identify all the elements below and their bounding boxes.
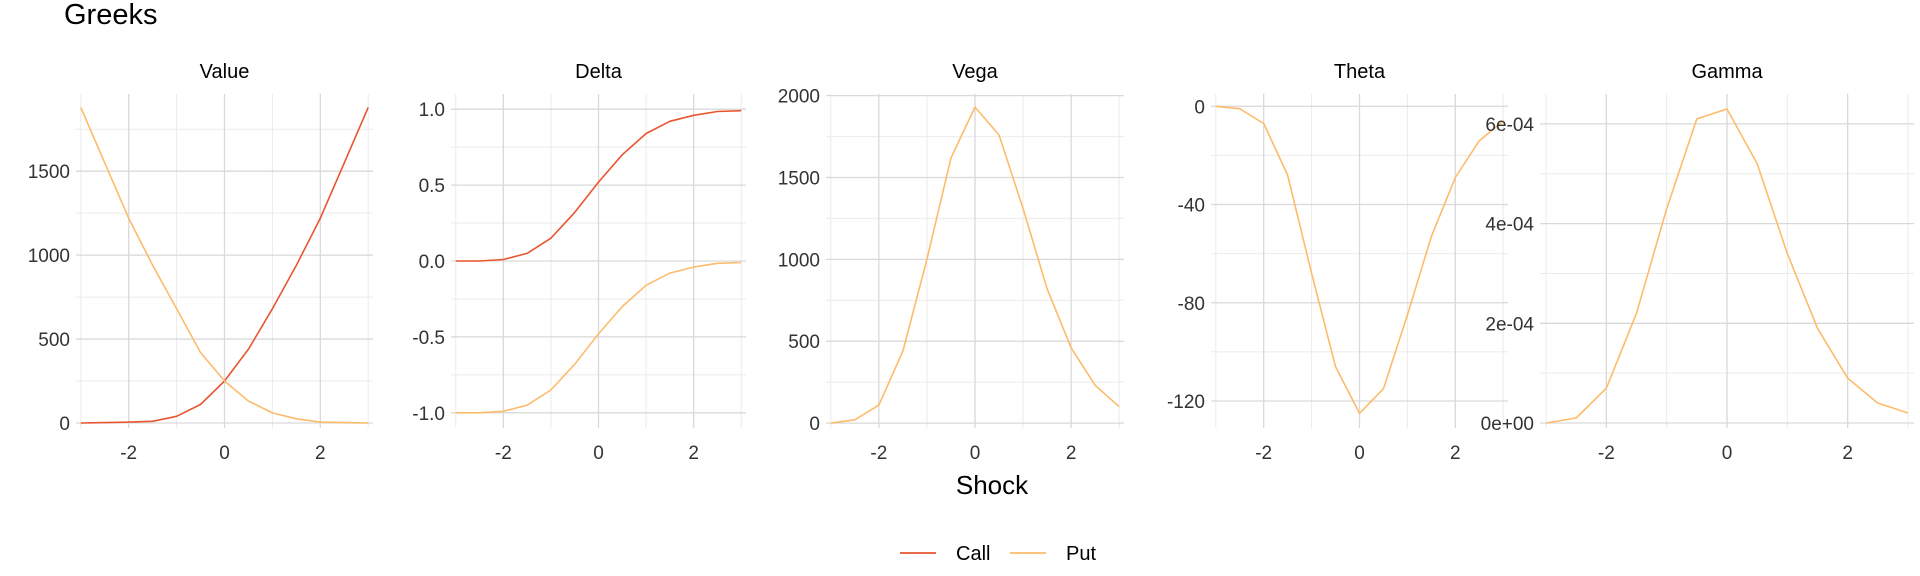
panel-theta: Theta -120 -80 -40 0 -2 0 2 [1167,61,1508,464]
legend-label: Put [1066,543,1096,565]
y-tick-label: -1.0 [412,404,445,425]
figure-title: Greeks [64,0,157,31]
y-tick-label: 2000 [778,87,820,108]
series-line-call [455,109,742,262]
panel-value: Value 0 500 1000 1500 -2 0 2 [28,61,373,464]
series-line-put [830,106,1120,424]
y-tick-label: 0 [1194,97,1205,118]
y-tick-label: 0 [59,414,70,435]
y-tick-label: 500 [788,332,820,353]
series-line-put [80,107,369,424]
x-tick-label: 0 [970,443,981,464]
y-tick-label: 0.5 [419,176,445,197]
x-tick-label: -2 [495,443,512,464]
y-tick-label: 4e-04 [1485,215,1534,236]
y-tick-label: 500 [38,330,70,351]
y-tick-label: 2e-04 [1485,314,1534,335]
y-tick-label: 1500 [778,169,820,190]
series-line-put [1215,105,1504,415]
x-tick-label: 0 [219,443,230,464]
panel-gamma: Gamma 0e+00 2e-04 4e-04 6e-04 -2 0 2 [1481,61,1914,464]
series-line-put [1545,108,1909,424]
panel-title: Theta [1334,61,1386,83]
panel-title: Gamma [1691,61,1763,83]
x-tick-label: 0 [1354,443,1365,464]
x-tick-label: -2 [120,443,137,464]
y-tick-label: 1000 [28,246,70,267]
y-tick-label: 6e-04 [1485,115,1534,136]
y-tick-label: -120 [1167,392,1205,413]
panel-title: Value [200,61,250,83]
legend-label: Call [956,543,990,565]
y-tick-label: 1500 [28,162,70,183]
y-tick-label: -40 [1178,196,1205,217]
panel-title: Delta [575,61,623,83]
y-tick-label: 1000 [778,250,820,271]
y-tick-label: 0 [809,414,820,435]
legend: Call Put [900,543,1096,565]
x-tick-label: 2 [1066,443,1077,464]
series-line-put [455,261,742,414]
panel-delta: Delta -1.0 -0.5 0.0 0.5 1.0 -2 0 2 [412,61,746,464]
legend-item-call: Call [900,543,990,565]
x-tick-label: 0 [1722,443,1733,464]
y-tick-label: -0.5 [412,328,445,349]
panel-title: Vega [952,61,998,83]
panel-vega: Vega 0 500 1000 1500 2000 -2 0 2 [778,61,1124,464]
x-tick-label: 2 [688,443,699,464]
x-tick-label: -2 [1598,443,1615,464]
legend-item-put: Put [1010,543,1096,565]
x-axis-label: Shock [956,470,1029,500]
y-tick-label: -80 [1178,294,1205,315]
x-tick-label: 2 [1842,443,1853,464]
x-tick-label: 2 [315,443,326,464]
x-tick-label: 0 [593,443,604,464]
x-tick-label: -2 [870,443,887,464]
x-tick-label: 2 [1450,443,1461,464]
y-tick-label: 0.0 [419,252,445,273]
x-tick-label: -2 [1255,443,1272,464]
y-tick-label: 1.0 [419,100,445,121]
y-tick-label: 0e+00 [1481,414,1534,435]
panels: Value 0 500 1000 1500 -2 0 2 Delta -1.0 -0.5 0.0 0.5… [28,61,1914,464]
